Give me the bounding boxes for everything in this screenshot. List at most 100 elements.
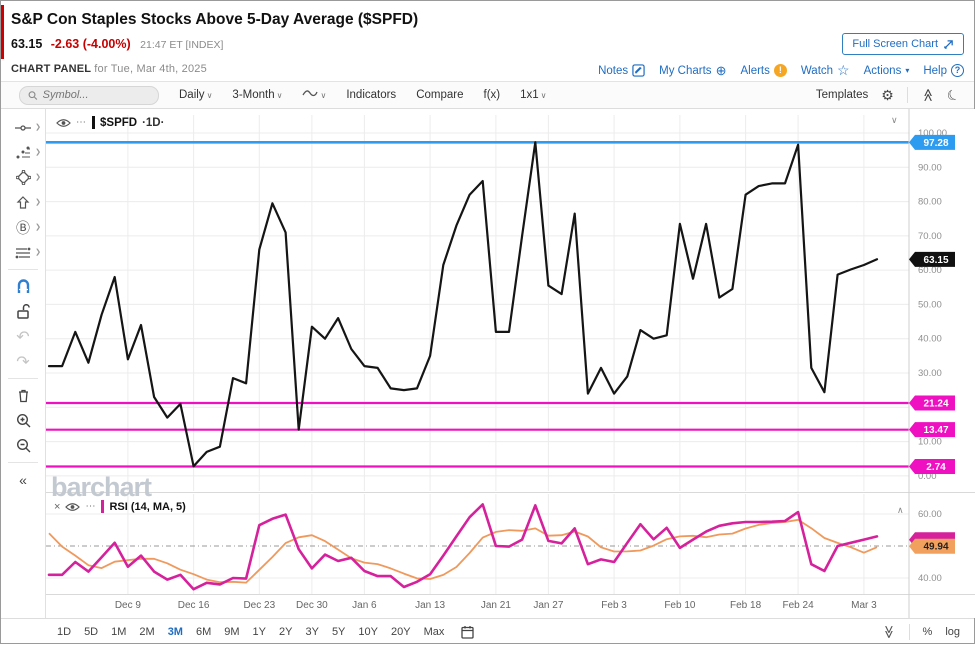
axis-badge: 13.47 bbox=[909, 422, 955, 438]
actions-label: Actions bbox=[863, 64, 902, 77]
x-axis-label: Feb 3 bbox=[601, 600, 627, 611]
undo-icon[interactable]: ↶ bbox=[16, 328, 30, 346]
period-max[interactable]: Max bbox=[423, 626, 445, 638]
line-style-icon bbox=[302, 90, 319, 97]
zoom-in-icon[interactable] bbox=[4, 408, 42, 433]
watch-link[interactable]: Watch ☆ bbox=[801, 62, 850, 79]
period-1m[interactable]: 1M bbox=[111, 626, 127, 638]
shapes-tool-icon[interactable]: ❯ bbox=[4, 165, 42, 190]
scale-controls: ≪ % log bbox=[880, 624, 974, 640]
price-change: -2.63 (-4.00%) bbox=[50, 37, 131, 51]
zoom-out-icon[interactable] bbox=[4, 433, 42, 458]
unlock-icon[interactable] bbox=[4, 299, 42, 324]
period-5y[interactable]: 5Y bbox=[331, 626, 346, 638]
expand-arrow[interactable]: ❯ bbox=[35, 249, 41, 256]
calendar-icon[interactable] bbox=[461, 625, 474, 639]
quote-time: 21:47 ET [INDEX] bbox=[140, 39, 224, 51]
indicators-button[interactable]: Indicators bbox=[346, 89, 397, 101]
redo-icon[interactable]: ↷ bbox=[16, 353, 30, 371]
rsi-color-bar bbox=[101, 500, 105, 513]
symbol-search[interactable] bbox=[19, 85, 159, 105]
help-link[interactable]: Help ? bbox=[923, 64, 964, 77]
more-options-icon[interactable]: ⋯ bbox=[76, 117, 87, 128]
trendline-tool-icon[interactable]: ❯ bbox=[4, 140, 42, 165]
chart-canvas[interactable]: 100.00 90.00 80.00 70.00 60.00 50.00 40.00 30.0… bbox=[46, 109, 975, 623]
rsi-axis-label: 40.00 bbox=[918, 573, 942, 584]
alerts-link[interactable]: Alerts ! bbox=[740, 64, 787, 77]
magnet-snap-icon[interactable] bbox=[4, 274, 42, 299]
eye-icon[interactable] bbox=[56, 118, 71, 128]
chart-region[interactable]: 100.00 90.00 80.00 70.00 60.00 50.00 40.00 30.0… bbox=[46, 109, 975, 618]
layout-label: 1x1 bbox=[520, 89, 539, 101]
period-1d[interactable]: 1D bbox=[57, 626, 72, 638]
period-20y[interactable]: 20Y bbox=[390, 626, 411, 638]
help-label: Help bbox=[923, 64, 947, 77]
period-6m[interactable]: 6M bbox=[195, 626, 212, 638]
layout-dropdown[interactable]: 1x1 ∨ bbox=[520, 89, 546, 101]
arrow-marker-tool-icon[interactable]: ❯ bbox=[4, 190, 42, 215]
period-2m[interactable]: 2M bbox=[139, 626, 155, 638]
expand-arrow[interactable]: ❯ bbox=[35, 174, 41, 181]
actions-link[interactable]: Actions ▾ bbox=[864, 65, 910, 77]
collapse-panel-icon[interactable]: ≪ bbox=[920, 88, 936, 102]
expand-arrow[interactable]: ❯ bbox=[35, 224, 41, 231]
compare-button[interactable]: Compare bbox=[416, 89, 464, 101]
rsi-study-label: RSI (14, MA, 5) bbox=[109, 500, 186, 513]
period-9m[interactable]: 9M bbox=[224, 626, 240, 638]
y-axis-label: 0.00 bbox=[918, 471, 937, 482]
sidebar-separator bbox=[8, 462, 38, 463]
svg-text:21.24: 21.24 bbox=[923, 399, 948, 410]
chart-type-dropdown[interactable]: ∨ bbox=[302, 89, 326, 101]
period-10y[interactable]: 10Y bbox=[358, 626, 378, 638]
notes-link[interactable]: Notes bbox=[598, 64, 645, 77]
x-axis-label: Jan 27 bbox=[533, 600, 563, 611]
collapse-sidebar-icon[interactable]: « bbox=[19, 471, 27, 488]
svg-text:63.15: 63.15 bbox=[923, 255, 948, 266]
expand-arrow[interactable]: ❯ bbox=[35, 149, 41, 156]
range-dropdown[interactable]: 3-Month ∨ bbox=[232, 89, 282, 101]
y-axis-label: 40.00 bbox=[918, 334, 942, 345]
dark-mode-moon-icon[interactable]: ☾ bbox=[944, 84, 963, 105]
x-axis-label: Feb 24 bbox=[783, 600, 815, 611]
chart-svg[interactable]: 100.00 90.00 80.00 70.00 60.00 50.00 40.00 30.0… bbox=[46, 109, 975, 618]
measure-tool-icon[interactable]: ❯ bbox=[4, 240, 42, 265]
x-axis-label: Jan 6 bbox=[352, 600, 377, 611]
eye-icon[interactable] bbox=[65, 502, 81, 512]
my-charts-link[interactable]: My Charts ⊕ bbox=[659, 63, 726, 79]
period-1y[interactable]: 1Y bbox=[252, 626, 266, 638]
full-screen-chart-button[interactable]: Full Screen Chart bbox=[842, 33, 964, 55]
expand-arrow[interactable]: ❯ bbox=[35, 199, 41, 206]
fx-button[interactable]: f(x) bbox=[483, 89, 501, 101]
templates-button[interactable]: Templates bbox=[815, 89, 869, 101]
close-study-icon[interactable]: × bbox=[54, 500, 61, 513]
trash-icon[interactable] bbox=[4, 383, 42, 408]
log-scale-button[interactable]: log bbox=[945, 626, 960, 638]
period-5d[interactable]: 5D bbox=[84, 626, 99, 638]
expand-arrow-icon bbox=[944, 39, 953, 49]
cursor-tool-icon[interactable]: ❯ bbox=[4, 115, 42, 140]
settings-gear-icon[interactable]: ⚙ bbox=[881, 86, 894, 103]
symbol-search-input[interactable] bbox=[42, 89, 150, 101]
rsi-pane-handle-icon[interactable]: ∧ bbox=[897, 505, 904, 515]
frequency-dropdown[interactable]: Daily ∨ bbox=[179, 89, 212, 101]
pane-chevron-down-icon[interactable]: ∨ bbox=[891, 115, 898, 125]
expand-down-icon[interactable]: ≪ bbox=[880, 625, 896, 639]
brush-b-tool-icon[interactable]: Ⓑ ❯ bbox=[16, 219, 41, 236]
x-axis-label: Mar 3 bbox=[851, 600, 877, 611]
panel-row-divider bbox=[1, 59, 974, 82]
period-3y[interactable]: 3Y bbox=[305, 626, 319, 638]
chevron-down-icon: ∨ bbox=[276, 91, 283, 100]
expand-arrow[interactable]: ❯ bbox=[35, 124, 41, 131]
last-price: 63.15 bbox=[11, 37, 43, 51]
percent-scale-button[interactable]: % bbox=[922, 626, 933, 638]
y-axis-label: 90.00 bbox=[918, 162, 942, 173]
series-color-bar bbox=[92, 116, 95, 129]
rsi-ma-line bbox=[48, 518, 878, 584]
x-axis-label: Dec 16 bbox=[178, 600, 210, 611]
period-2y[interactable]: 2Y bbox=[279, 626, 293, 638]
alerts-label: Alerts bbox=[740, 64, 770, 77]
period-3m[interactable]: 3M bbox=[167, 626, 183, 638]
axis-badge: 49.94 bbox=[909, 538, 955, 554]
more-options-icon[interactable]: ⋯ bbox=[85, 501, 97, 512]
search-icon bbox=[28, 90, 38, 100]
